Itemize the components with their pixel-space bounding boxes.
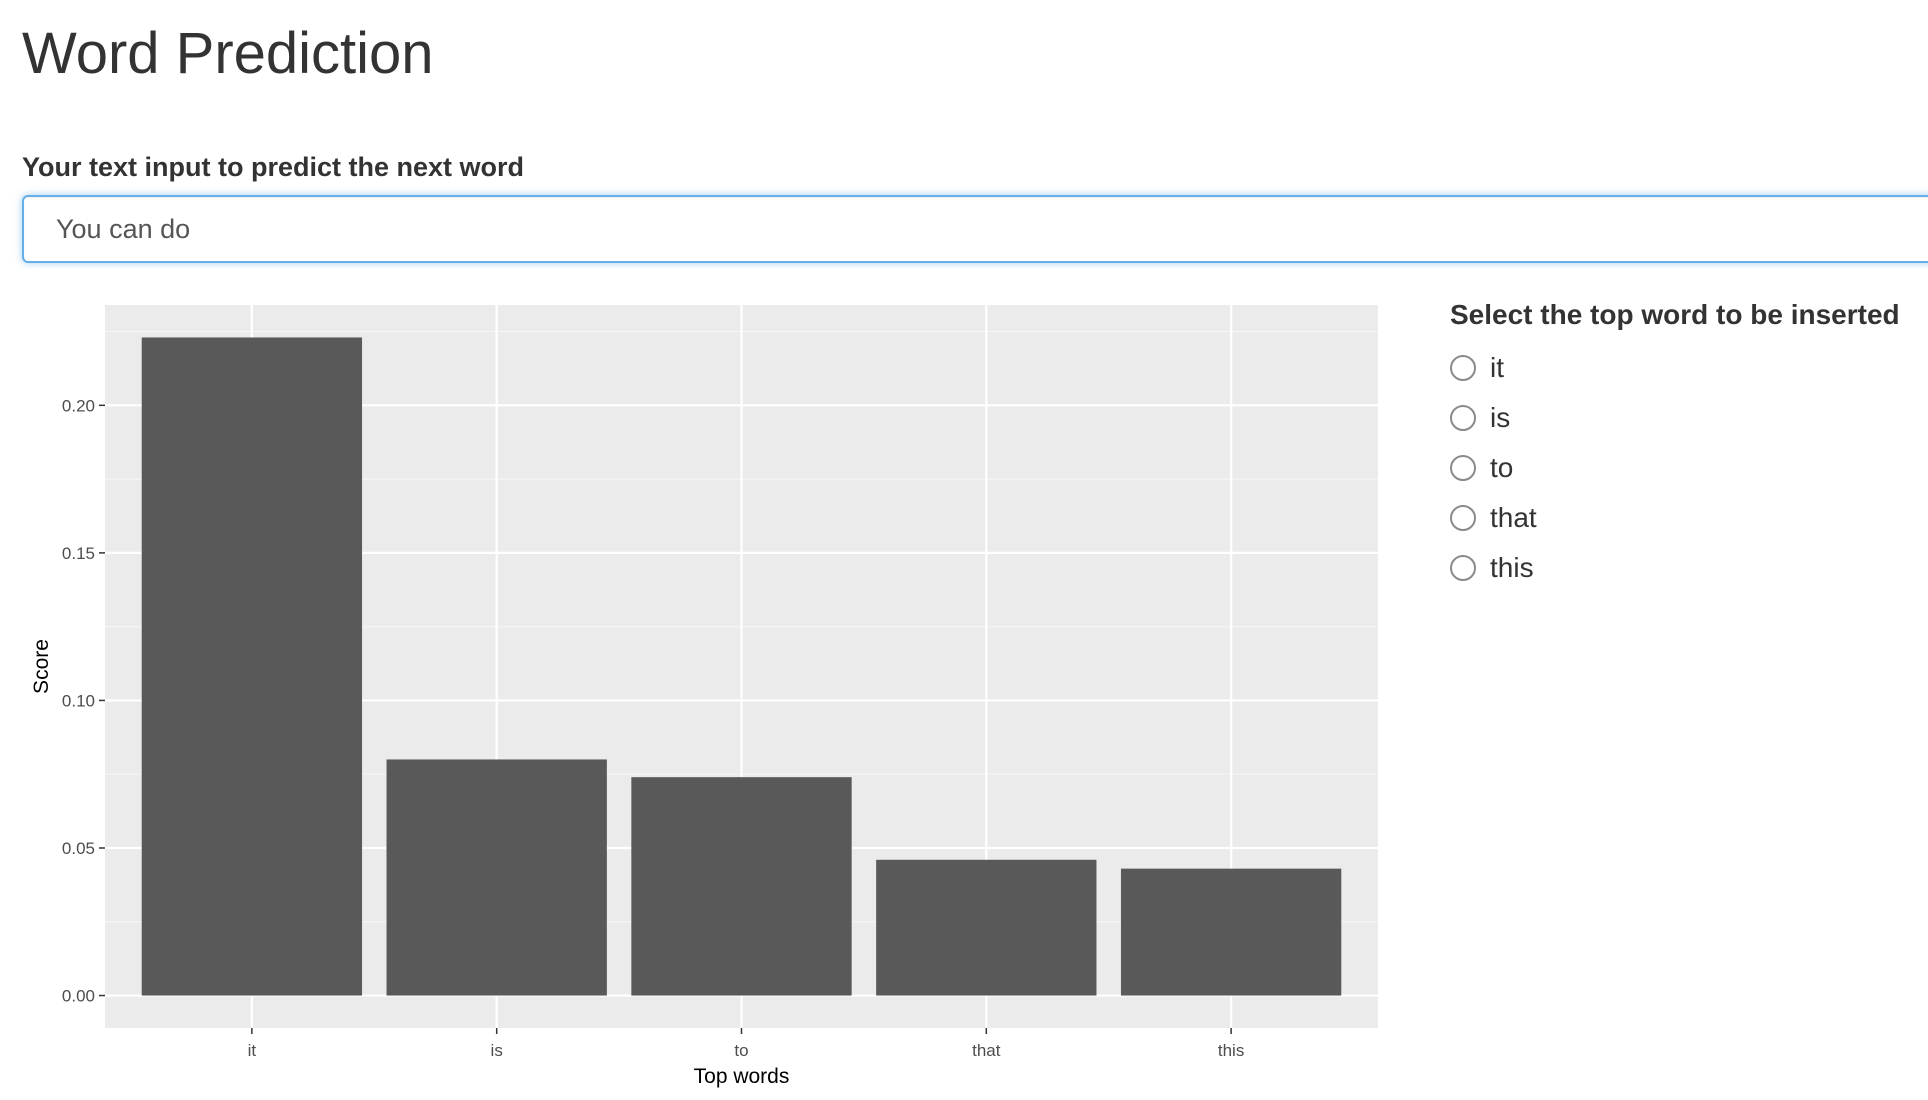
chart-x-axis: it is to that this [248, 1028, 1244, 1060]
x-tick-label: this [1218, 1041, 1244, 1060]
bar-is [386, 759, 607, 996]
radio-option-it[interactable]: it [1450, 343, 1920, 393]
y-tick-label: 0.20 [62, 396, 95, 415]
radio-option-label: to [1490, 452, 1514, 483]
radio-option-label: is [1490, 402, 1511, 433]
bar-that [876, 859, 1097, 996]
radio-option-to[interactable]: to [1450, 443, 1920, 493]
radio-button[interactable] [1450, 355, 1476, 381]
radio-button[interactable] [1450, 555, 1476, 581]
x-tick-label: that [972, 1041, 1001, 1060]
chart-y-axis: 0.00 0.05 0.10 0.15 0.20 [62, 396, 105, 1006]
page-title: Word Prediction [22, 21, 434, 86]
radio-button[interactable] [1450, 505, 1476, 531]
radio-option-is[interactable]: is [1450, 393, 1920, 443]
y-tick-label: 0.05 [62, 839, 95, 858]
y-tick-label: 0.10 [62, 691, 95, 710]
top-word-radio-group: Select the top word to be inserted it is… [1450, 295, 1920, 593]
radio-option-label: that [1490, 502, 1537, 533]
x-tick-label: is [491, 1041, 503, 1060]
y-tick-label: 0.00 [62, 987, 95, 1006]
y-axis-title: Score [30, 639, 53, 694]
radio-option-label: this [1490, 552, 1534, 583]
y-tick-label: 0.15 [62, 544, 95, 563]
radio-group-title: Select the top word to be inserted [1450, 299, 1900, 330]
chart-bars [141, 337, 1342, 996]
bar-it [141, 337, 363, 996]
radio-option-that[interactable]: that [1450, 493, 1920, 543]
radio-options-list: it is to that this [1450, 343, 1920, 593]
x-axis-title: Top words [694, 1065, 790, 1088]
radio-option-label: it [1490, 352, 1504, 383]
text-input-label: Your text input to predict the next word [22, 152, 525, 182]
x-tick-label: it [248, 1041, 257, 1060]
x-tick-label: to [734, 1041, 748, 1060]
radio-button[interactable] [1450, 405, 1476, 431]
word-score-bar-chart: 0.00 0.05 0.10 0.15 0.20 it is to that this Top … [30, 305, 1378, 1088]
prediction-text-input[interactable] [22, 195, 1928, 263]
radio-button[interactable] [1450, 455, 1476, 481]
bar-this [1120, 868, 1342, 996]
bar-to [631, 777, 852, 996]
radio-option-this[interactable]: this [1450, 543, 1920, 593]
